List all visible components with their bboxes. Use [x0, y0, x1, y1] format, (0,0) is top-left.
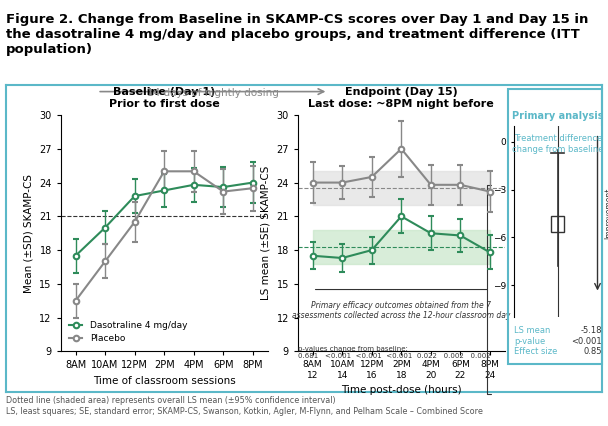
Text: Primary analysis: Primary analysis [512, 112, 604, 121]
Bar [551, 216, 564, 232]
Text: Primary efficacy outcomes obtained from the 7
assessments collected across the 1: Primary efficacy outcomes obtained from … [292, 301, 511, 320]
Title: Baseline (Day 1)
Prior to first dose: Baseline (Day 1) Prior to first dose [109, 87, 219, 109]
Text: Treatment difference
change from baseline: Treatment difference change from baselin… [512, 134, 604, 154]
Text: -5.18: -5.18 [581, 326, 602, 335]
Text: 14 days of nightly dosing: 14 days of nightly dosing [147, 88, 278, 98]
Text: LS mean: LS mean [514, 326, 550, 335]
X-axis label: Time of classroom sessions: Time of classroom sessions [93, 376, 235, 386]
Text: 0.85: 0.85 [584, 347, 602, 356]
Text: Improvement: Improvement [604, 188, 608, 239]
X-axis label: Time post-dose (hours): Time post-dose (hours) [341, 386, 461, 395]
Text: Figure 2. Change from Baseline in SKAMP-CS scores over Day 1 and Day 15 in
the d: Figure 2. Change from Baseline in SKAMP-… [6, 13, 589, 56]
Text: Effect size: Effect size [514, 347, 557, 356]
Text: Dotted line (shaded area) represents overall LS mean (±95% confidence interval)
: Dotted line (shaded area) represents ove… [6, 396, 483, 416]
Title: Endpoint (Day 15)
Last dose: ~8PM night before: Endpoint (Day 15) Last dose: ~8PM night … [308, 87, 494, 109]
Text: <0.001: <0.001 [572, 337, 602, 345]
Text: p-values change from baseline:
0.681   <0.001  <0.001  <0.001  0.022   0.002   0: p-values change from baseline: 0.681 <0.… [298, 346, 491, 359]
Y-axis label: Mean (±SD) SKAMP-CS: Mean (±SD) SKAMP-CS [24, 174, 33, 293]
Text: p-value: p-value [514, 337, 545, 345]
Y-axis label: LS mean (±SE) SKAMP-CS: LS mean (±SE) SKAMP-CS [261, 166, 271, 300]
Legend: Dasotraline 4 mg/day, Placebo: Dasotraline 4 mg/day, Placebo [65, 317, 191, 347]
